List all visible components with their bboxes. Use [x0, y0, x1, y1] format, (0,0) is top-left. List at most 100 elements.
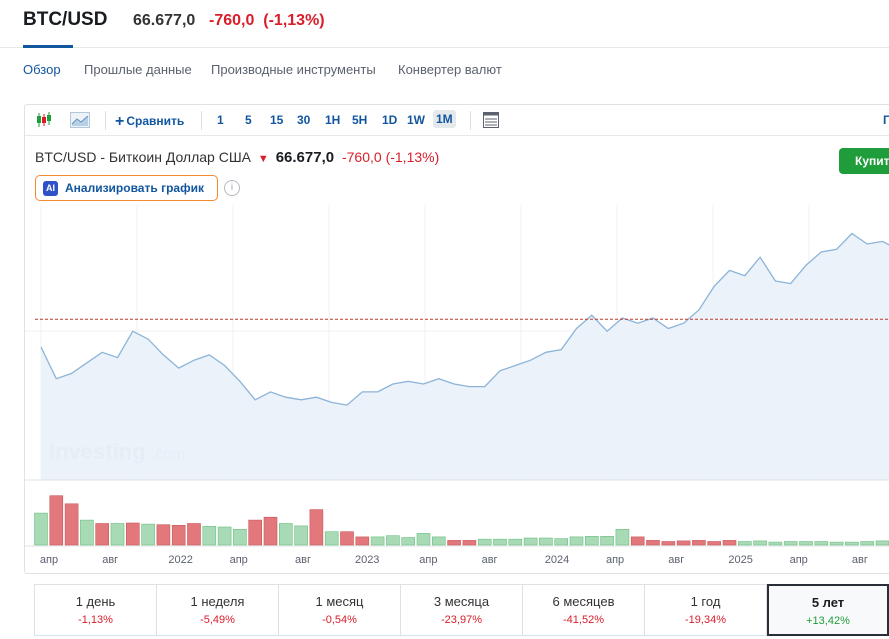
period-change: -1,13% [78, 614, 113, 626]
tab-historical-data[interactable]: Прошлые данные [84, 62, 192, 77]
interval-15[interactable]: 15 [270, 113, 284, 127]
volume-bar [799, 541, 813, 546]
period-4[interactable]: 6 месяцев -41,52% [523, 585, 645, 635]
toolbar-divider [201, 111, 202, 130]
period-3[interactable]: 3 месяца -23,97% [401, 585, 523, 635]
analyze-chart-button[interactable]: AI Анализировать график [35, 175, 218, 201]
down-arrow-icon: ▼ [257, 153, 269, 165]
x-tick-label: апр [40, 554, 58, 566]
area-chart-icon[interactable] [69, 109, 91, 131]
table-view-icon[interactable] [480, 109, 502, 131]
volume-bar [355, 536, 370, 546]
volume-bar [829, 541, 844, 546]
volume-bar [462, 540, 477, 546]
period-change: -41,52% [563, 614, 604, 626]
x-tick-label: авг [668, 554, 684, 566]
volume-bar [126, 522, 140, 546]
volume-bar [34, 512, 48, 546]
period-label: 6 месяцев [552, 594, 615, 609]
candlestick-icon[interactable] [33, 109, 55, 131]
compare-button[interactable]: + Сравнить [115, 113, 185, 130]
x-tick-label: 2023 [355, 554, 379, 566]
interval-5[interactable]: 5 [245, 113, 252, 127]
volume-bar [431, 536, 446, 546]
volume-bar [141, 523, 155, 546]
volume-bar [692, 540, 706, 546]
x-tick-label: авг [102, 554, 118, 566]
volume-bar [416, 533, 431, 546]
period-performance: 1 день -1,13% 1 неделя -5,49% 1 месяц -0,54% 3… [34, 584, 889, 636]
period-0[interactable]: 1 день -1,13% [35, 585, 157, 635]
toolbar-right-button[interactable]: Г [883, 113, 889, 127]
period-2[interactable]: 1 месяц -0,54% [279, 585, 401, 635]
x-tick-label: 2025 [728, 554, 752, 566]
period-1[interactable]: 1 неделя -5,49% [157, 585, 279, 635]
interval-1m[interactable]: 1M [433, 110, 456, 128]
volume-bar [248, 519, 262, 546]
volume-bar [860, 541, 875, 546]
volume-bar [630, 536, 645, 546]
volume-bar [768, 541, 783, 546]
volume-bar [783, 541, 798, 546]
volume-bar [370, 536, 385, 546]
legend-change: -760,0 (-1,13%) [341, 149, 440, 165]
price-change: -760,0 (-1,13%) [209, 12, 325, 29]
volume-bar [49, 495, 64, 546]
period-change: -23,97% [441, 614, 482, 626]
volume-bar [722, 540, 737, 546]
price-chart[interactable]: Investing.comаправг2022аправг2023аправг2… [25, 205, 889, 574]
interval-1[interactable]: 1 [217, 113, 224, 127]
volume-bar [845, 541, 859, 546]
volume-bar [64, 503, 79, 546]
period-change: -5,49% [200, 614, 235, 626]
interval-1h[interactable]: 1H [325, 113, 341, 127]
volume-bar [263, 516, 278, 546]
volume-bar [646, 540, 660, 546]
volume-bar [554, 538, 569, 546]
tab-derivatives[interactable]: Производные инструменты [211, 62, 376, 77]
volume-bar [661, 541, 676, 546]
x-tick-label: апр [606, 554, 624, 566]
instrument-name: BTC/USD - Биткоин Доллар США [35, 149, 252, 165]
volume-bar [217, 526, 232, 546]
volume-bar [737, 541, 752, 546]
volume-bar [202, 526, 217, 546]
period-6[interactable]: 5 лет +13,42% [767, 584, 889, 636]
period-label: 1 неделя [190, 594, 245, 609]
last-price: 66.677,0 [133, 12, 196, 29]
volume-bar [477, 538, 492, 546]
volume-bar [187, 523, 201, 546]
period-label: 3 месяца [433, 594, 490, 609]
volume-bar [156, 524, 171, 546]
period-5[interactable]: 1 год -19,34% [645, 585, 767, 635]
volume-bar [676, 540, 691, 546]
volume-bar [401, 537, 416, 546]
interval-30[interactable]: 30 [297, 113, 311, 127]
header-underline [23, 45, 73, 48]
volume-bar [753, 540, 767, 546]
interval-5h[interactable]: 5H [352, 113, 368, 127]
info-icon[interactable]: i [224, 180, 240, 196]
volume-bar [584, 535, 599, 546]
chart-toolbar: +Сравнить 1 5 15 30 1H 5H 1D 1W 1M Г [25, 105, 889, 136]
period-change: -0,54% [322, 614, 357, 626]
volume-bar [386, 535, 400, 546]
interval-1d[interactable]: 1D [382, 113, 398, 127]
volume-bar [539, 537, 553, 546]
period-label: 5 лет [811, 595, 845, 610]
legend-price: 66.677,0 [275, 149, 335, 166]
toolbar-divider [105, 111, 106, 130]
tab-currency-converter[interactable]: Конвертер валют [398, 62, 502, 77]
period-label: 1 день [75, 594, 116, 609]
volume-bar [80, 519, 94, 546]
volume-bar [508, 538, 523, 546]
tab-overview[interactable]: Обзор [23, 62, 61, 77]
price-line [40, 232, 889, 406]
interval-1w[interactable]: 1W [407, 113, 425, 127]
chart-container: +Сравнить 1 5 15 30 1H 5H 1D 1W 1M Г BTC… [24, 104, 889, 574]
toolbar-divider [470, 111, 471, 130]
buy-button[interactable]: Купит [839, 148, 889, 174]
x-tick-label: авг [852, 554, 868, 566]
x-tick-label: авг [295, 554, 311, 566]
instrument-header: BTC/USD 66.677,0 -760,0 (-1,13%) [0, 0, 889, 48]
